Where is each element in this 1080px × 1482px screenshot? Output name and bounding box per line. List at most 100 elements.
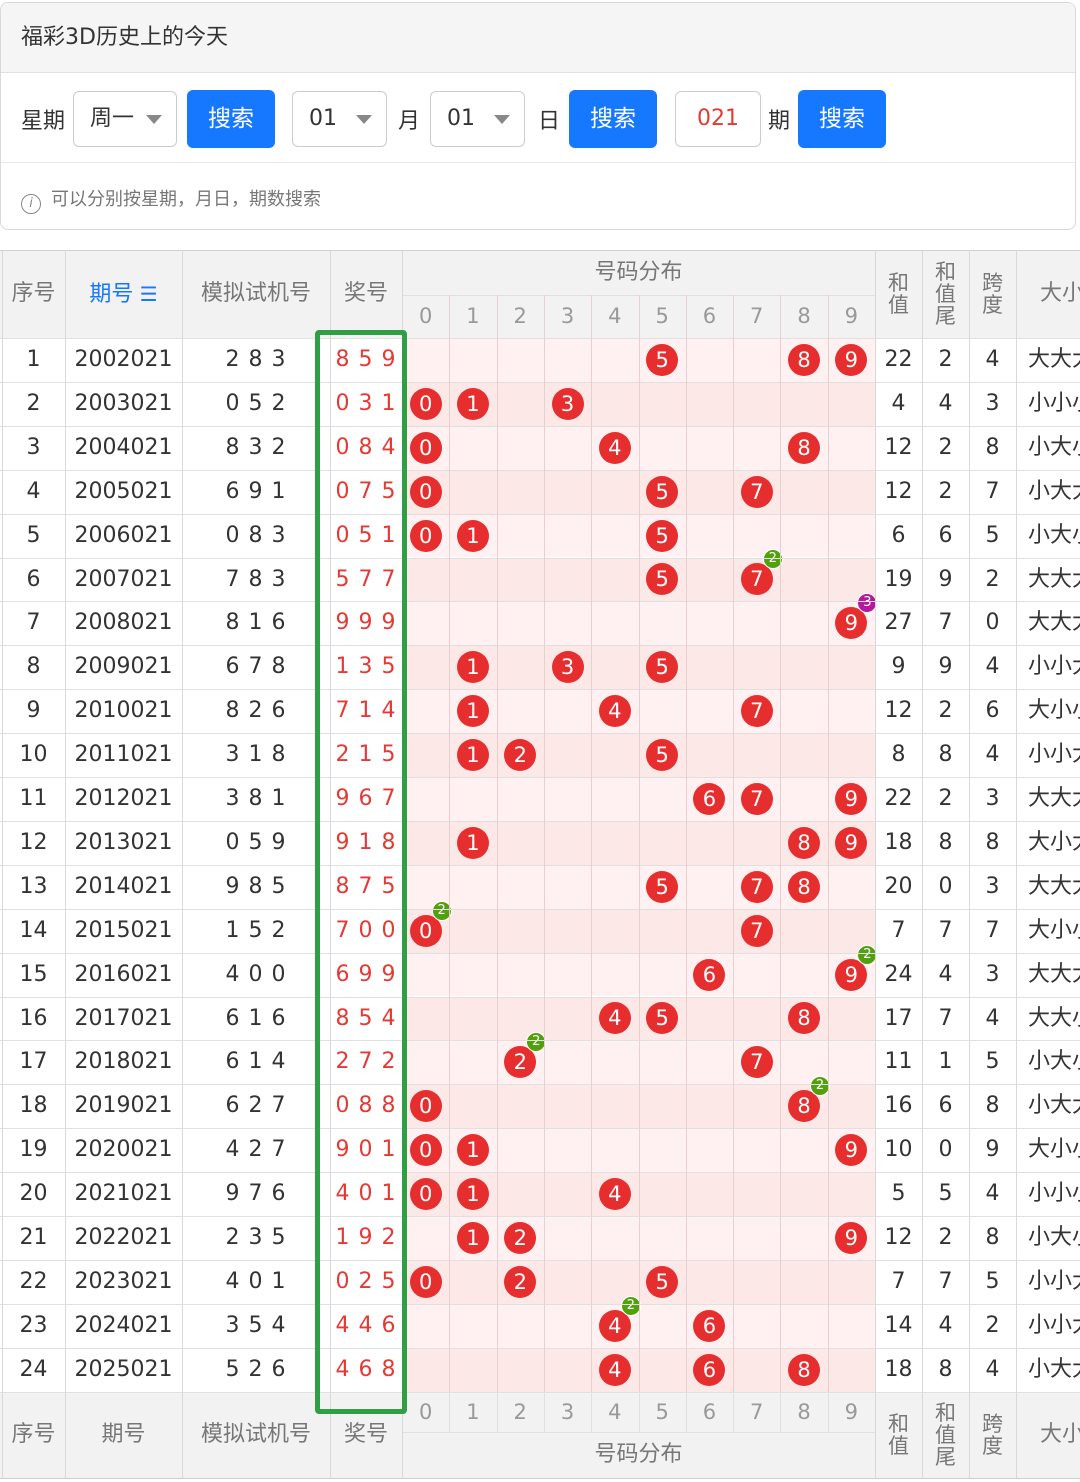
row-sum-tail: 4 [938,390,953,416]
number-ball: 3 [551,387,584,420]
row-span: 5 [985,1268,1000,1294]
row-span: 3 [985,873,1000,899]
digit-divider [449,1391,451,1432]
issue-input[interactable]: 021 [675,91,761,147]
digit-divider [591,295,593,1392]
row-span: 4 [985,654,1000,680]
row-sim: 6 1 6 [225,1005,287,1031]
number-ball: 0 [409,431,442,464]
row-span: 6 [985,698,1000,724]
row-sum: 9 [891,654,906,680]
number-ball: 4 [598,1353,631,1386]
row-sum-tail: 9 [938,654,953,680]
row-index: 7 [26,610,41,636]
search-hint: i 可以分别按星期，月日，期数搜索 [21,185,321,214]
number-ball: 6 [693,1353,726,1386]
number-ball: 2 [504,1221,537,1254]
row-divider [0,425,1080,427]
row-span: 5 [985,1049,1000,1075]
row-sum: 7 [891,917,906,943]
row-sim: 4 2 7 [225,1137,287,1163]
number-ball: 0 [409,519,442,552]
month-select-value: 01 [309,106,337,131]
repeat-badge: 2 [810,1076,831,1097]
day-select[interactable]: 01 [430,91,525,147]
row-index: 10 [19,742,48,768]
row-issue: 2009021 [74,654,173,680]
repeat-badge: 2 [620,1295,641,1316]
number-ball: 5 [646,1265,679,1298]
col-divider [65,250,66,1478]
repeat-badge: 2 [526,1032,547,1053]
sort-issue-header[interactable]: 期号 ☰ [89,282,158,307]
row-size: 大大大 [1028,566,1080,592]
number-ball: 3 [551,651,584,684]
row-divider [0,1172,1080,1174]
row-prize: 7 0 0 [335,917,397,943]
month-select[interactable]: 01 [292,91,387,147]
row-size: 小小大 [1028,654,1080,680]
row-index: 4 [26,478,41,504]
number-ball: 1 [456,739,489,772]
row-prize: 6 9 9 [335,961,397,987]
week-search-button[interactable]: 搜索 [187,90,275,148]
row-span: 4 [985,742,1000,768]
table-header [0,250,1080,338]
row-index: 18 [19,1093,48,1119]
row-issue: 2020021 [74,1137,173,1163]
row-sim: 2 3 5 [225,1225,287,1250]
footer-digit: 2 [513,1399,527,1424]
row-sim: 8 1 6 [225,610,287,636]
row-size: 小大小 [1028,434,1080,460]
header-sum: 和值 [888,271,909,317]
number-ball: 9 [835,1221,868,1254]
header-prize: 奖号 [343,281,388,306]
number-ball: 7 [740,475,773,508]
number-ball: 6 [693,1309,726,1342]
row-sim: 8 3 2 [225,434,287,460]
row-index: 5 [26,522,41,548]
footer-index: 序号 [11,1421,56,1447]
footer-sum-tail: 和值尾 [935,1400,956,1469]
footer-digit: 4 [608,1399,622,1424]
row-divider [0,601,1080,603]
row-span: 2 [985,566,1000,592]
row-sim: 9 7 6 [225,1181,287,1207]
header-size: 大小 [1040,281,1080,306]
row-sim: 9 8 5 [225,873,287,899]
row-index: 17 [19,1049,48,1075]
number-ball: 1 [456,651,489,684]
row-sim: 4 0 0 [225,961,287,987]
digit-divider [496,1391,498,1432]
number-ball: 8 [788,870,821,903]
row-size: 小大大 [1028,1093,1080,1119]
number-ball: 1 [456,387,489,420]
number-ball: 8 [788,343,821,376]
row-sum-tail: 4 [938,1312,953,1338]
row-index: 11 [19,786,48,811]
week-select[interactable]: 周一 [73,91,177,147]
col-divider [182,250,183,1478]
number-ball: 9 [835,958,868,991]
row-index: 22 [19,1268,48,1294]
issue-label: 期 [768,109,791,134]
header-digit: 6 [702,304,717,328]
row-sum-tail: 8 [938,1356,953,1382]
row-prize: 5 7 7 [335,566,397,592]
row-divider [0,820,1080,822]
date-search-button[interactable]: 搜索 [569,90,657,148]
row-sum-tail: 2 [938,434,953,460]
row-sum-tail: 6 [938,1093,953,1119]
number-ball: 7 [740,870,773,903]
row-size: 小大大 [1028,478,1080,504]
row-size: 大大大 [1028,610,1080,636]
number-ball: 4 [598,431,631,464]
number-ball: 9 [835,1134,868,1167]
row-sum-tail: 9 [938,566,953,592]
row-size: 小大小 [1028,1225,1080,1250]
header-digit: 7 [750,304,764,328]
digit-divider [827,1391,829,1432]
row-sum-tail: 7 [938,610,953,636]
number-ball: 2 [504,1046,537,1079]
issue-search-button[interactable]: 搜索 [798,90,886,148]
